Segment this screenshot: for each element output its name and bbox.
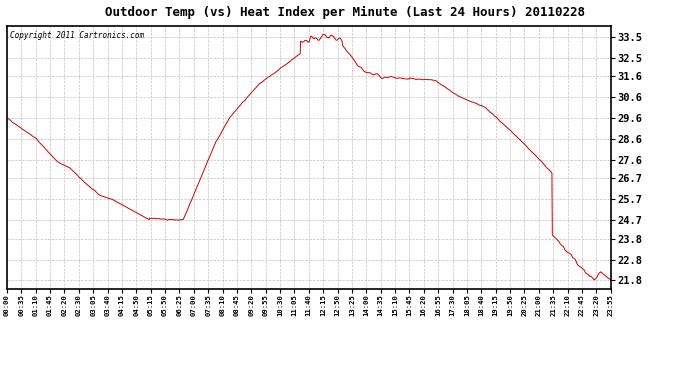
Text: Copyright 2011 Cartronics.com: Copyright 2011 Cartronics.com <box>10 32 144 40</box>
Text: Outdoor Temp (vs) Heat Index per Minute (Last 24 Hours) 20110228: Outdoor Temp (vs) Heat Index per Minute … <box>105 6 585 19</box>
